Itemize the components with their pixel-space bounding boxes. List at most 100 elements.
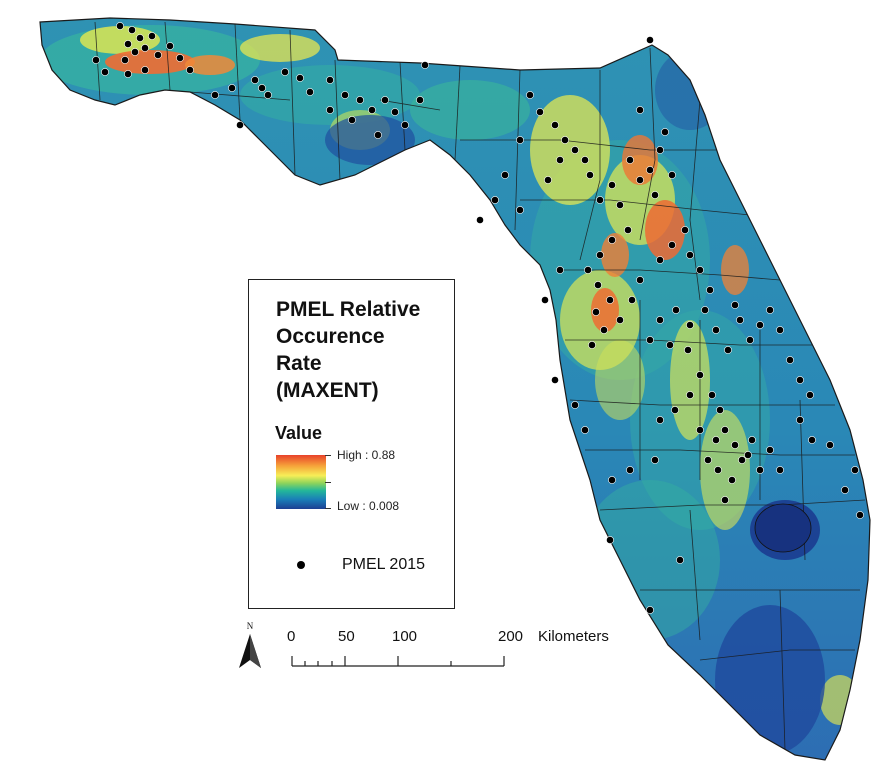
occurrence-point xyxy=(594,281,602,289)
lake-okeechobee xyxy=(754,503,812,553)
point-symbol-icon xyxy=(297,561,305,569)
occurrence-point xyxy=(124,70,132,78)
occurrence-point xyxy=(166,42,174,50)
occurrence-point xyxy=(606,296,614,304)
occurrence-point xyxy=(421,61,429,69)
occurrence-point xyxy=(374,131,382,139)
occurrence-point xyxy=(536,108,544,116)
occurrence-point xyxy=(296,74,304,82)
occurrence-point xyxy=(686,391,694,399)
occurrence-point xyxy=(756,321,764,329)
occurrence-point xyxy=(704,456,712,464)
occurrence-point xyxy=(676,556,684,564)
occurrence-point xyxy=(124,40,132,48)
occurrence-point xyxy=(626,466,634,474)
occurrence-point xyxy=(646,606,654,614)
occurrence-point xyxy=(251,76,259,84)
occurrence-point xyxy=(706,286,714,294)
occurrence-point xyxy=(668,171,676,179)
occurrence-point xyxy=(656,256,664,264)
scale-tick-label: 50 xyxy=(338,628,355,645)
occurrence-point xyxy=(121,56,129,64)
occurrence-point xyxy=(636,276,644,284)
occurrence-point xyxy=(141,66,149,74)
occurrence-point xyxy=(571,401,579,409)
value-heading: Value xyxy=(275,423,323,443)
occurrence-point xyxy=(826,441,834,449)
occurrence-point xyxy=(131,48,139,56)
occurrence-point xyxy=(738,456,746,464)
occurrence-point xyxy=(616,316,624,324)
scale-bar: 0 50 100 200 Kilometers xyxy=(286,628,646,678)
occurrence-point xyxy=(258,84,266,92)
ramp-tick-low xyxy=(325,508,331,509)
occurrence-point xyxy=(696,371,704,379)
scale-tick-label: 0 xyxy=(287,628,296,645)
occurrence-point xyxy=(776,326,784,334)
occurrence-point xyxy=(616,201,624,209)
occurrence-point xyxy=(341,91,349,99)
occurrence-point xyxy=(416,96,424,104)
occurrence-point xyxy=(671,406,679,414)
occurrence-point xyxy=(391,108,399,116)
occurrence-point xyxy=(696,266,704,274)
occurrence-point xyxy=(544,176,552,184)
occurrence-point xyxy=(581,156,589,164)
occurrence-point xyxy=(541,296,549,304)
occurrence-point xyxy=(101,68,109,76)
occurrence-point xyxy=(656,316,664,324)
occurrence-point xyxy=(708,391,716,399)
occurrence-point xyxy=(636,176,644,184)
occurrence-point xyxy=(696,426,704,434)
occurrence-point xyxy=(401,121,409,129)
legend: PMEL Relative Occurence Rate (MAXENT) Va… xyxy=(248,279,455,609)
north-label: N xyxy=(247,621,254,631)
occurrence-point xyxy=(556,156,564,164)
scale-unit-label: Kilometers xyxy=(538,628,609,645)
occurrence-point xyxy=(516,136,524,144)
occurrence-point xyxy=(628,296,636,304)
scale-tick-label: 100 xyxy=(392,628,418,645)
occurrence-point xyxy=(516,206,524,214)
occurrence-point xyxy=(600,326,608,334)
occurrence-point xyxy=(808,436,816,444)
legend-title-line: Occurence xyxy=(276,325,385,348)
occurrence-point xyxy=(681,226,689,234)
occurrence-point xyxy=(748,436,756,444)
low-label: Low : 0.008 xyxy=(337,499,400,513)
occurrence-point xyxy=(786,356,794,364)
occurrence-point xyxy=(721,496,729,504)
pmel-2015-points xyxy=(92,22,864,614)
occurrence-point xyxy=(581,426,589,434)
occurrence-point xyxy=(766,306,774,314)
legend-title: PMEL Relative Occurence Rate (MAXENT) xyxy=(276,296,451,404)
occurrence-point xyxy=(796,416,804,424)
occurrence-point xyxy=(661,128,669,136)
occurrence-point xyxy=(731,301,739,309)
occurrence-point xyxy=(776,466,784,474)
color-ramp xyxy=(276,455,326,509)
occurrence-point xyxy=(326,106,334,114)
occurrence-point xyxy=(686,251,694,259)
occurrence-point xyxy=(281,68,289,76)
occurrence-point xyxy=(571,146,579,154)
occurrence-point xyxy=(796,376,804,384)
occurrence-point xyxy=(731,441,739,449)
occurrence-point xyxy=(211,91,219,99)
occurrence-point xyxy=(714,466,722,474)
occurrence-point xyxy=(176,54,184,62)
occurrence-point xyxy=(586,171,594,179)
occurrence-point xyxy=(728,476,736,484)
occurrence-point xyxy=(491,196,499,204)
occurrence-point xyxy=(92,56,100,64)
occurrence-point xyxy=(651,456,659,464)
legend-title-line: (MAXENT) xyxy=(276,379,379,402)
occurrence-point xyxy=(856,511,864,519)
legend-title-line: Rate xyxy=(276,352,322,375)
occurrence-point xyxy=(476,216,484,224)
occurrence-point xyxy=(651,191,659,199)
occurrence-point xyxy=(756,466,764,474)
occurrence-point xyxy=(381,96,389,104)
occurrence-point xyxy=(154,51,162,59)
